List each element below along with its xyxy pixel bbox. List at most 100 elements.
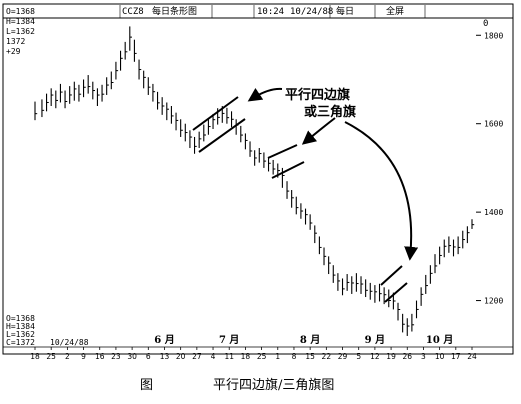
price-bar [102,85,104,102]
corner-mark: 0 [483,19,488,29]
price-bar [204,125,206,142]
price-bar [426,275,428,294]
price-bar [121,51,123,71]
price-bar [51,88,53,106]
readout-high: H=1384 [6,17,35,26]
pattern-lines [193,97,407,302]
price-bar [329,256,331,274]
price-bar [199,132,201,148]
x-tick-label: 6 [146,352,151,361]
x-tick-label: 24 [467,352,477,361]
price-bar [301,203,303,218]
x-tick-label: 1 [275,352,280,361]
x-axis: 18 25 2 9 16 23 30 6 13 20 27 4 11 18 25 1 8 15 22 29 5 12 19 2… [30,334,477,361]
price-bar [107,77,109,95]
x-tick-label: 25 [46,352,56,361]
x-tick-label: 3 [421,352,426,361]
month-label: 6 月 [154,334,174,346]
x-tick-label: 20 [176,352,186,361]
price-bar [356,273,358,292]
price-bar [264,152,266,167]
x-tick-label: 13 [160,352,170,361]
x-tick-label: 5 [356,352,361,361]
x-tick-label: 18 [241,352,251,361]
x-tick-label: 19 [386,352,396,361]
price-bar [417,301,419,319]
price-bar [375,285,377,303]
x-tick-label: 12 [370,352,380,361]
price-bar [125,42,127,60]
chart-frame [3,4,513,354]
x-tick-label: 9 [81,352,86,361]
price-bar [190,130,192,148]
readout-change: +29 [6,47,21,56]
x-tick-label: 22 [322,352,332,361]
header-mode: 全屏 [386,5,404,17]
price-bar [333,265,335,283]
readout-bottom-close: C=1372 [6,338,35,347]
price-bar [176,113,178,131]
y-tick-label: 1200 [484,297,503,306]
price-bar [93,82,95,100]
price-bar [403,314,405,333]
price-bar [74,82,76,101]
price-bar [458,236,460,254]
price-bar [361,276,363,294]
x-tick-label: 26 [402,352,412,361]
readout-open: O=1368 [6,7,35,16]
arrow-to-flag-3 [345,122,411,258]
price-bar [347,274,349,291]
caption-title: 平行四边旗/三角旗图 [213,377,334,393]
readout-bottom-date: 10/24/88 [50,338,89,347]
price-bar [130,26,132,50]
price-bar [352,276,354,294]
y-tick-label: 1400 [484,208,503,217]
price-bar [449,236,451,252]
price-bar [343,278,345,295]
price-bar [181,119,183,137]
price-bar [287,181,289,199]
price-bar [236,119,238,134]
price-bar [269,157,271,172]
x-tick-label: 30 [127,352,137,361]
price-bar [430,265,432,284]
month-label: 7 月 [219,334,239,346]
price-bar [195,137,197,154]
month-label: 8 月 [300,334,320,346]
price-bar [47,94,49,112]
price-bar [315,225,317,243]
month-label: 10 月 [426,334,453,346]
price-bar [185,124,187,142]
price-bar [324,248,326,266]
price-bar [167,102,169,120]
readout-low: L=1362 [6,27,35,36]
x-tick-label: 17 [451,352,461,361]
flag-2-upper-line [268,145,297,158]
price-bar [153,84,155,102]
price-bars [35,26,474,336]
header-period: 每日 [336,5,354,17]
price-bar [310,214,312,229]
price-bar [84,79,86,97]
y-tick-label: 1600 [484,120,503,129]
price-bar [56,91,58,109]
price-bar [366,279,368,297]
x-tick-label: 10 [435,352,445,361]
price-bar [70,86,72,104]
price-bar [158,92,160,110]
price-bar [435,254,437,273]
arrow-to-flag-1 [250,89,282,100]
price-bar [208,118,210,134]
header-date: 10/24/88 [290,7,333,17]
price-bar [440,247,442,265]
price-bar [232,111,234,127]
price-bar [162,97,164,115]
x-tick-label: 15 [305,352,315,361]
price-bar [259,148,261,163]
header-chart-kind: 每日条形图 [152,5,197,17]
price-bar [116,62,118,80]
price-bar [273,160,275,175]
price-bar [148,77,150,95]
